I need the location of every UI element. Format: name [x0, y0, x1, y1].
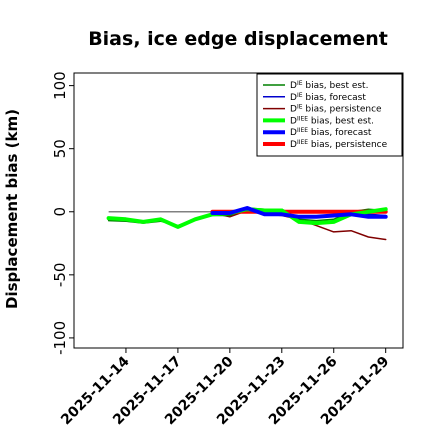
- legend-entry: DIE bias, forecast: [290, 92, 366, 103]
- y-tick-label: 0: [51, 207, 69, 217]
- legend-entry: DIE bias, best est.: [290, 80, 368, 91]
- legend-entry: DIIEE bias, best est.: [290, 115, 374, 126]
- legend-entry: DIE bias, persistence: [290, 104, 382, 115]
- series-line: [210, 206, 388, 219]
- legend-entry: DIIEE bias, forecast: [290, 127, 372, 138]
- y-axis-label: Displacement bias (km): [3, 109, 21, 309]
- plot-frame: [73, 72, 404, 349]
- y-tick-label: -50: [51, 263, 69, 288]
- y-tick-label: 100: [51, 71, 69, 100]
- legend-entry: DIIEE bias, persistence: [290, 139, 388, 150]
- legend: DIE bias, best est.DIE bias, forecastDIE…: [256, 73, 403, 157]
- y-tick-label: 50: [51, 139, 69, 158]
- chart-title: Bias, ice edge displacement: [88, 28, 388, 50]
- y-tick-label: -100: [51, 321, 69, 355]
